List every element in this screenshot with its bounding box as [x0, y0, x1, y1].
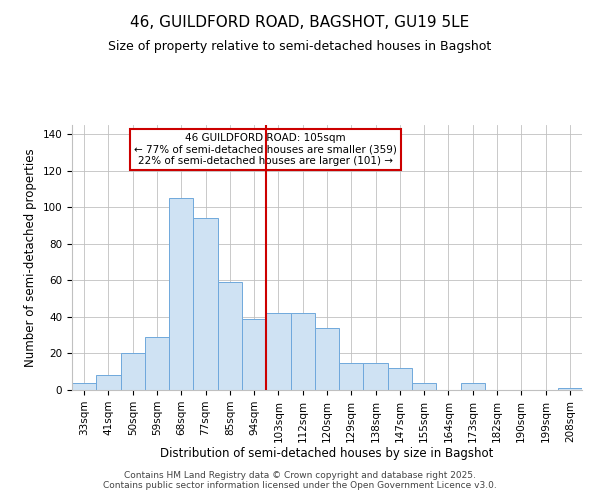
Bar: [218, 282, 242, 390]
Bar: [461, 382, 485, 390]
Text: Size of property relative to semi-detached houses in Bagshot: Size of property relative to semi-detach…: [109, 40, 491, 53]
Text: Contains HM Land Registry data © Crown copyright and database right 2025.
Contai: Contains HM Land Registry data © Crown c…: [103, 470, 497, 490]
Bar: [412, 382, 436, 390]
Bar: [169, 198, 193, 390]
Bar: [364, 362, 388, 390]
Y-axis label: Number of semi-detached properties: Number of semi-detached properties: [24, 148, 37, 367]
Text: 46, GUILDFORD ROAD, BAGSHOT, GU19 5LE: 46, GUILDFORD ROAD, BAGSHOT, GU19 5LE: [130, 15, 470, 30]
Bar: [72, 382, 96, 390]
Bar: [121, 354, 145, 390]
Bar: [388, 368, 412, 390]
Bar: [558, 388, 582, 390]
Bar: [242, 318, 266, 390]
Bar: [193, 218, 218, 390]
Bar: [315, 328, 339, 390]
X-axis label: Distribution of semi-detached houses by size in Bagshot: Distribution of semi-detached houses by …: [160, 448, 494, 460]
Text: 46 GUILDFORD ROAD: 105sqm
← 77% of semi-detached houses are smaller (359)
22% of: 46 GUILDFORD ROAD: 105sqm ← 77% of semi-…: [134, 133, 397, 166]
Bar: [290, 313, 315, 390]
Bar: [96, 376, 121, 390]
Bar: [266, 313, 290, 390]
Bar: [339, 362, 364, 390]
Bar: [145, 337, 169, 390]
